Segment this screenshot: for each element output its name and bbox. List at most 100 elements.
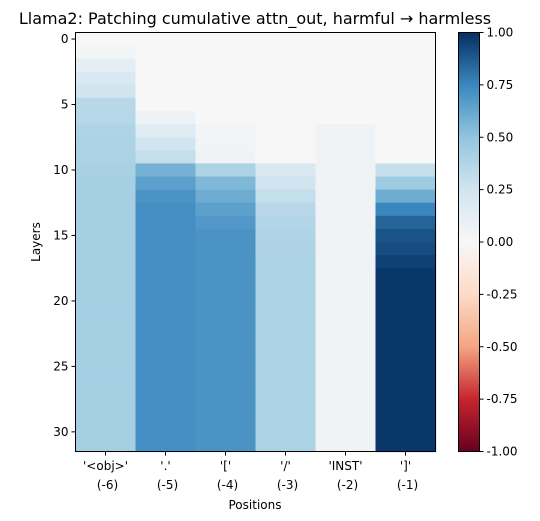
- heatmap-cell: [135, 176, 197, 191]
- heatmap-cell: [255, 176, 317, 191]
- x-tick-label-index: (-3): [277, 478, 298, 492]
- heatmap-cell: [75, 137, 137, 151]
- heatmap-cell: [75, 215, 137, 230]
- heatmap-cell: [255, 124, 317, 138]
- y-tick-label: 0: [61, 32, 69, 46]
- y-tick-label: 30: [53, 425, 68, 439]
- heatmap-cell: [195, 150, 257, 165]
- heatmap-cell: [375, 228, 437, 243]
- heatmap-cell: [255, 307, 317, 322]
- heatmap-cell: [315, 228, 377, 243]
- colorbar-tick-label: -0.50: [487, 340, 518, 354]
- heatmap-cell: [135, 32, 197, 47]
- x-axis-ticks: '<obj>' (-6) '.' (-5) '[' (-4) '/' (-3) 'INST' (-…: [83, 451, 418, 492]
- heatmap-cell: [135, 307, 197, 322]
- heatmap-cell: [255, 255, 317, 269]
- heatmap-cell: [375, 137, 437, 151]
- heatmap-cell: [315, 242, 377, 256]
- heatmap-cell: [75, 111, 137, 125]
- heatmap-cell: [195, 176, 257, 191]
- heatmap-cell: [375, 412, 437, 426]
- y-tick-label: 15: [53, 228, 68, 242]
- heatmap-cell: [195, 333, 257, 348]
- heatmap-cell: [255, 215, 317, 230]
- heatmap-cell: [195, 425, 257, 439]
- heatmap-cell: [195, 399, 257, 413]
- heatmap-cell: [135, 202, 197, 217]
- heatmap-cell: [375, 189, 437, 204]
- heatmap-cell: [315, 438, 377, 453]
- colorbar-ticks: 1.00 0.75 0.50 0.25 0.00 -0.25 -0.50 -0.75 -1.00: [479, 26, 518, 459]
- heatmap-cell: [135, 255, 197, 269]
- heatmap-cell: [135, 294, 197, 309]
- plot-frame: [75, 32, 436, 452]
- heatmap-cell: [375, 150, 437, 165]
- heatmap-cell: [255, 189, 317, 204]
- heatmap-cell: [75, 71, 137, 86]
- heatmap-cell: [75, 294, 137, 309]
- heatmap-cell: [315, 320, 377, 335]
- heatmap-cell: [135, 97, 197, 112]
- heatmap-cell: [255, 111, 317, 125]
- heatmap-cell: [255, 163, 317, 178]
- heatmap-cell: [135, 372, 197, 387]
- heatmap-cell: [255, 202, 317, 217]
- heatmap-cell: [315, 137, 377, 151]
- heatmap-cell: [255, 425, 317, 439]
- x-tick-label-index: (-1): [397, 478, 418, 492]
- heatmap-cell: [375, 320, 437, 335]
- heatmap-cell: [315, 281, 377, 295]
- heatmap-cell: [135, 412, 197, 426]
- heatmap-cell: [75, 124, 137, 138]
- heatmap-cell: [75, 202, 137, 217]
- heatmap-cell: [135, 150, 197, 165]
- heatmap-cell: [375, 215, 437, 230]
- x-tick-label-index: (-2): [337, 478, 358, 492]
- x-tick-label-index: (-4): [217, 478, 238, 492]
- heatmap-cell: [135, 58, 197, 73]
- heatmap-cell: [315, 163, 377, 178]
- heatmap-cell: [195, 346, 257, 361]
- colorbar-tick-label: -0.75: [487, 392, 518, 406]
- heatmap-cell: [255, 294, 317, 309]
- y-tick-label: 20: [53, 294, 68, 308]
- heatmap-cell: [195, 97, 257, 112]
- heatmap-cell: [315, 97, 377, 112]
- x-tick-label: '[': [220, 459, 231, 473]
- heatmap-cell: [315, 58, 377, 73]
- heatmap-cell: [375, 45, 437, 60]
- heatmap-cell: [75, 320, 137, 335]
- x-axis-label: Positions: [229, 498, 282, 512]
- heatmap-cell: [255, 150, 317, 165]
- heatmap-cell: [135, 228, 197, 243]
- heatmap-cell: [315, 294, 377, 309]
- heatmap-cell: [135, 71, 197, 86]
- heatmap-cell: [255, 372, 317, 387]
- heatmap-cell: [375, 359, 437, 374]
- heatmap-cell: [315, 84, 377, 99]
- heatmap-cell: [315, 45, 377, 60]
- heatmap-cell: [375, 346, 437, 361]
- heatmap-cell: [195, 32, 257, 47]
- heatmap-cell: [315, 359, 377, 374]
- heatmap-cell: [375, 71, 437, 86]
- y-axis-ticks: 0 5 10 15 20 25 30: [53, 32, 76, 439]
- heatmap-cell: [195, 320, 257, 335]
- heatmap-cell: [315, 150, 377, 165]
- heatmap-cell: [315, 268, 377, 282]
- heatmap-cell: [135, 399, 197, 413]
- heatmap-cell: [195, 228, 257, 243]
- x-tick-label: 'INST': [328, 459, 362, 473]
- heatmap-cell: [255, 412, 317, 426]
- heatmap-cell: [255, 71, 317, 86]
- heatmap-cell: [195, 242, 257, 256]
- heatmap-cell: [135, 281, 197, 295]
- heatmap-cell: [315, 346, 377, 361]
- heatmap-cell: [375, 438, 437, 453]
- heatmap-cell: [255, 84, 317, 99]
- heatmap-cell: [375, 111, 437, 125]
- heatmap-cell: [75, 425, 137, 439]
- heatmap-cell: [75, 84, 137, 99]
- heatmap-cell: [195, 124, 257, 138]
